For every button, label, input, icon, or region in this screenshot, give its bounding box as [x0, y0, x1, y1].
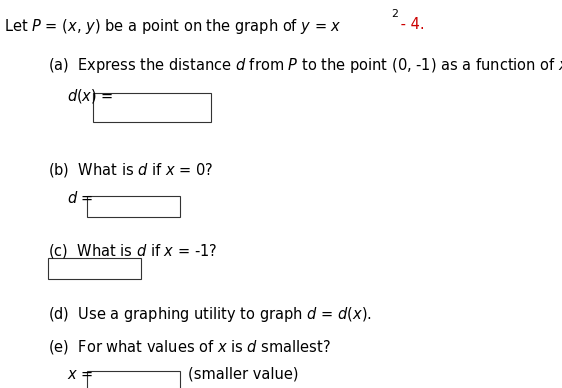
Text: $\it{x}$ =: $\it{x}$ = — [67, 367, 94, 382]
Text: 2: 2 — [391, 9, 398, 19]
Text: (d)  Use a graphing utility to graph $\it{d}$ = $\it{d}$($\it{x}$).: (d) Use a graphing utility to graph $\it… — [48, 305, 371, 324]
FancyBboxPatch shape — [87, 196, 180, 217]
Text: (c)  What is $\it{d}$ if $\it{x}$ = -1?: (c) What is $\it{d}$ if $\it{x}$ = -1? — [48, 242, 217, 260]
FancyBboxPatch shape — [93, 93, 211, 122]
Text: (e)  For what values of $\it{x}$ is $\it{d}$ smallest?: (e) For what values of $\it{x}$ is $\it{… — [48, 338, 330, 355]
Text: (b)  What is $\it{d}$ if $\it{x}$ = 0?: (b) What is $\it{d}$ if $\it{x}$ = 0? — [48, 161, 213, 179]
Text: - 4.: - 4. — [396, 17, 425, 33]
Text: Let $\it{P}$ = ($\it{x}$, $\it{y}$) be a point on the graph of $\it{y}$ = $\it{x: Let $\it{P}$ = ($\it{x}$, $\it{y}$) be a… — [4, 17, 342, 36]
Text: (a)  Express the distance $\it{d}$ from $\it{P}$ to the point (0, -1) as a funct: (a) Express the distance $\it{d}$ from $… — [48, 56, 562, 75]
Text: $\it{d}$($\it{x}$) =: $\it{d}$($\it{x}$) = — [67, 87, 114, 105]
Text: (smaller value): (smaller value) — [188, 367, 299, 382]
Text: $\it{d}$ =: $\it{d}$ = — [67, 190, 94, 206]
FancyBboxPatch shape — [87, 371, 180, 388]
FancyBboxPatch shape — [48, 258, 140, 279]
